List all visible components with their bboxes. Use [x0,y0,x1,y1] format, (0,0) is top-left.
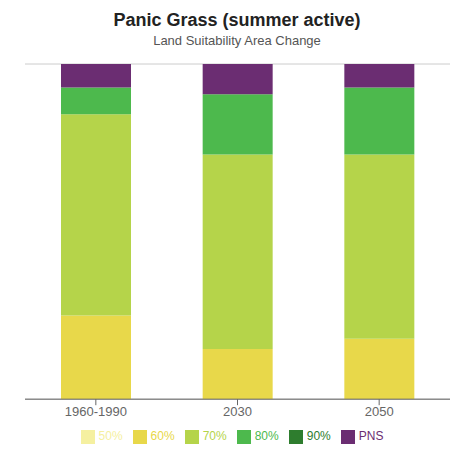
svg-text:2050: 2050 [365,404,394,419]
html-text:50%: 50% [98,429,123,444]
html-text:60%: 60% [150,429,175,444]
html-text:80%: 80% [254,429,279,444]
html-text:70%: 70% [202,429,227,444]
svg-text:1960-1990: 1960-1990 [65,404,127,419]
html-text:90%: 90% [306,429,331,444]
svg-text:2030: 2030 [223,404,252,419]
html-text:PNS: PNS [358,429,384,444]
html-text:Panic Grass (summer active): Panic Grass (summer active) [113,10,361,30]
html-text:Land Suitability Area Change: Land Suitability Area Change [153,33,321,48]
